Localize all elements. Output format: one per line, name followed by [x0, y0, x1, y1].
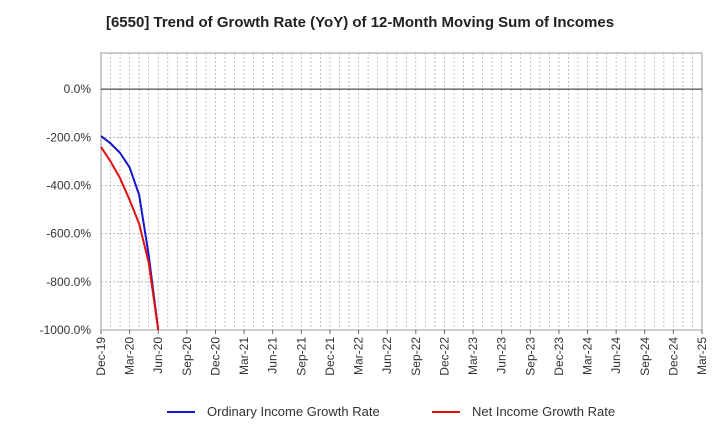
- x-tick-label: Jun-21: [266, 337, 280, 374]
- plot-frame: [100, 52, 703, 331]
- series-line-ordinary-income: [100, 135, 160, 331]
- legend-label-ordinary: Ordinary Income Growth Rate: [207, 404, 380, 419]
- legend-item-net: Net Income Growth Rate: [432, 404, 615, 419]
- x-tick-label: Sep-20: [180, 337, 194, 376]
- y-tick-label: -600.0%: [46, 227, 91, 241]
- grid-layer: [100, 52, 703, 331]
- chart-legend: Ordinary Income Growth Rate Net Income G…: [0, 404, 720, 426]
- x-tick-label: Dec-20: [208, 337, 222, 376]
- x-tick-label: Jun-23: [495, 337, 509, 374]
- x-tick-label: Mar-24: [581, 337, 595, 375]
- x-tick-label: Sep-21: [294, 337, 308, 376]
- x-tick-label: Mar-22: [352, 337, 366, 375]
- x-tick-label: Jun-22: [380, 337, 394, 374]
- legend-item-ordinary: Ordinary Income Growth Rate: [167, 404, 380, 419]
- x-tick-label: Mar-21: [237, 337, 251, 375]
- x-tick-label: Dec-23: [552, 337, 566, 376]
- x-tick-label: Dec-21: [323, 337, 337, 376]
- chart-title: [6550] Trend of Growth Rate (YoY) of 12-…: [105, 14, 615, 31]
- x-tick-label: Jun-20: [151, 337, 165, 374]
- x-tick-label: Dec-22: [437, 337, 451, 376]
- x-tick-label: Dec-24: [666, 337, 680, 376]
- series-layer: [100, 135, 160, 331]
- y-tick-label: -1000.0%: [40, 323, 92, 337]
- legend-swatch-net: [432, 410, 460, 413]
- legend-swatch-ordinary: [167, 410, 195, 413]
- y-tick-label: -200.0%: [46, 130, 91, 144]
- x-tick-label: Mar-25: [695, 337, 709, 375]
- y-tick-label: -800.0%: [46, 275, 91, 289]
- x-tick-label: Mar-20: [123, 337, 137, 375]
- x-tick-label: Sep-24: [638, 337, 652, 376]
- y-tick-label: 0.0%: [64, 82, 92, 96]
- x-tick-label: Jun-24: [609, 337, 623, 374]
- legend-label-net: Net Income Growth Rate: [472, 404, 616, 419]
- x-tick-label: Dec-19: [94, 337, 108, 376]
- axis-layer: 0.0% -200.0% -400.0% -600.0% -800.0% -1000.0%…: [40, 82, 709, 376]
- x-tick-label: Sep-23: [523, 337, 537, 376]
- y-tick-label: -400.0%: [46, 178, 91, 192]
- x-tick-label: Mar-23: [466, 337, 480, 375]
- x-tick-label: Sep-22: [409, 337, 423, 376]
- series-line-net-income: [100, 146, 160, 331]
